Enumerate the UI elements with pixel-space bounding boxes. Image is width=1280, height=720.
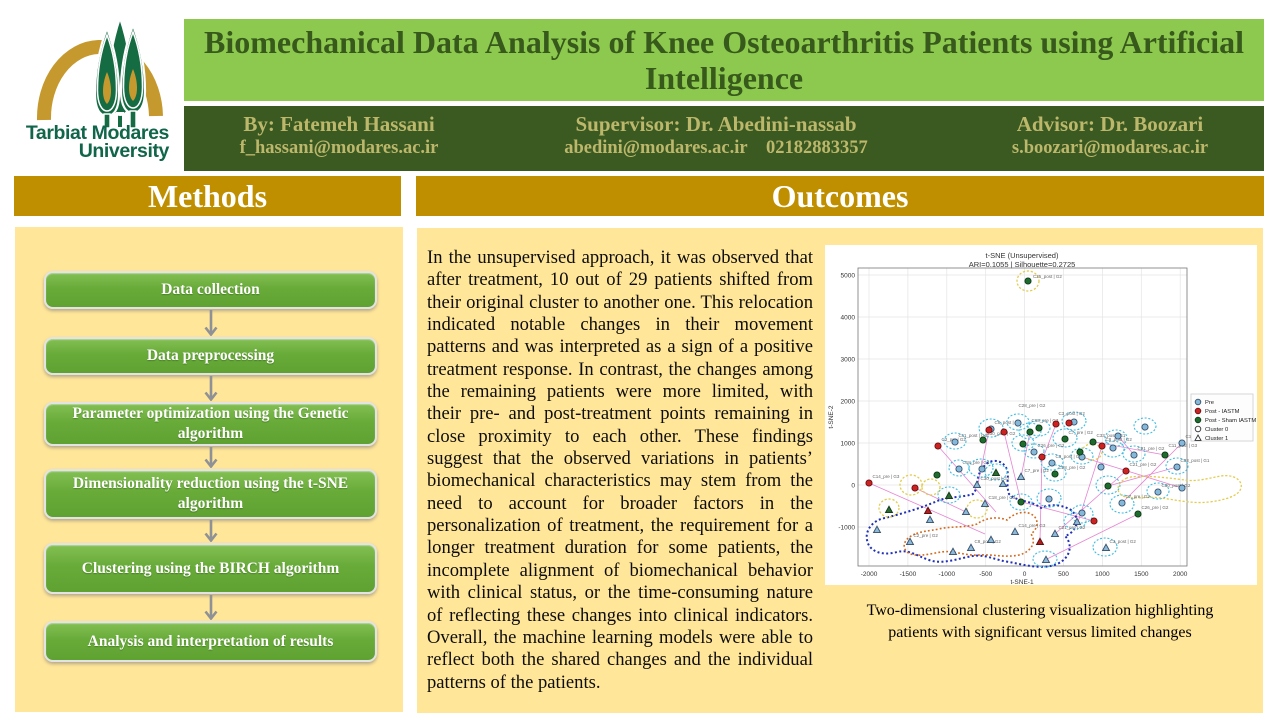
svg-text:t-SNE-1: t-SNE-1 (1010, 579, 1034, 585)
svg-text:Pre: Pre (1205, 400, 1214, 406)
svg-text:2000: 2000 (1173, 571, 1188, 578)
svg-text:500: 500 (1058, 571, 1069, 578)
svg-text:3000: 3000 (841, 357, 856, 364)
svg-text:0: 0 (1023, 571, 1027, 578)
svg-text:C21_pre | G2: C21_pre | G2 (1130, 462, 1157, 467)
svg-text:C7_pre | G2: C7_pre | G2 (1025, 468, 1050, 473)
svg-text:C26_pre | G2: C26_pre | G2 (1142, 505, 1169, 510)
svg-text:Post - IASTM: Post - IASTM (1205, 409, 1240, 415)
svg-text:C3_post | G2: C3_post | G2 (1059, 411, 1086, 416)
svg-text:C25_post | G2: C25_post | G2 (1033, 274, 1062, 279)
svg-text:Cluster 0: Cluster 0 (1205, 427, 1228, 433)
svg-text:C7_pre | G2: C7_pre | G2 (1126, 494, 1151, 499)
svg-text:Tarbiat Modares: Tarbiat Modares (26, 122, 170, 144)
svg-text:-1500: -1500 (900, 571, 917, 578)
svg-text:-1000: -1000 (838, 525, 855, 532)
svg-text:C28_pre | G2: C28_pre | G2 (1019, 403, 1046, 408)
svg-text:C8_post | G2: C8_post | G2 (1106, 437, 1133, 442)
svg-text:2000: 2000 (841, 399, 856, 406)
svg-text:ARI=0.1055 | Silhouette=0.2725: ARI=0.1055 | Silhouette=0.2725 (969, 260, 1076, 269)
svg-text:t-SNE-2: t-SNE-2 (828, 405, 835, 429)
svg-text:C3_post | G2: C3_post | G2 (1056, 454, 1083, 459)
svg-text:C3_post | G2: C3_post | G2 (1110, 539, 1137, 544)
svg-text:1000: 1000 (841, 441, 856, 448)
svg-text:C11_post | G3: C11_post | G3 (959, 433, 988, 438)
svg-text:4000: 4000 (841, 315, 856, 322)
svg-text:C14_pre | G3: C14_pre | G3 (873, 474, 900, 479)
svg-text:C2_pre | G2: C2_pre | G2 (914, 533, 939, 538)
svg-text:C8_post | G2: C8_post | G2 (995, 420, 1022, 425)
svg-text:C18_pre | G3: C18_pre | G3 (1032, 418, 1059, 423)
svg-text:Post - Sham IASTM: Post - Sham IASTM (1205, 418, 1256, 424)
svg-text:C14_pre | G3: C14_pre | G3 (1019, 523, 1046, 528)
svg-text:-1000: -1000 (938, 571, 955, 578)
svg-text:C18_pre | G3: C18_pre | G3 (989, 495, 1016, 500)
svg-text:5000: 5000 (841, 273, 856, 280)
svg-text:C33_post | G1: C33_post | G1 (1181, 458, 1210, 463)
svg-text:0: 0 (851, 483, 855, 490)
svg-text:C30_post | G2: C30_post | G2 (981, 476, 1010, 481)
svg-text:C33_post | G1: C33_post | G1 (1097, 433, 1126, 438)
svg-text:1000: 1000 (1095, 571, 1110, 578)
svg-text:Cluster 1: Cluster 1 (1205, 436, 1228, 442)
svg-text:University: University (79, 140, 170, 162)
svg-text:C18_pre | G3: C18_pre | G3 (963, 460, 990, 465)
svg-text:C28_pre | G2: C28_pre | G2 (1059, 465, 1086, 470)
svg-text:C21_pre | G2: C21_pre | G2 (1059, 525, 1086, 530)
svg-text:C21_pre | G2: C21_pre | G2 (1138, 446, 1165, 451)
svg-text:1500: 1500 (1134, 571, 1149, 578)
svg-text:t-SNE (Unsupervised): t-SNE (Unsupervised) (986, 251, 1059, 260)
svg-text:C30_post | G2: C30_post | G2 (1162, 483, 1191, 488)
svg-text:-2000: -2000 (861, 571, 878, 578)
svg-text:C7_pre | G2: C7_pre | G2 (1069, 430, 1094, 435)
svg-text:-500: -500 (979, 571, 992, 578)
svg-text:C26_pre | G2: C26_pre | G2 (1038, 443, 1065, 448)
